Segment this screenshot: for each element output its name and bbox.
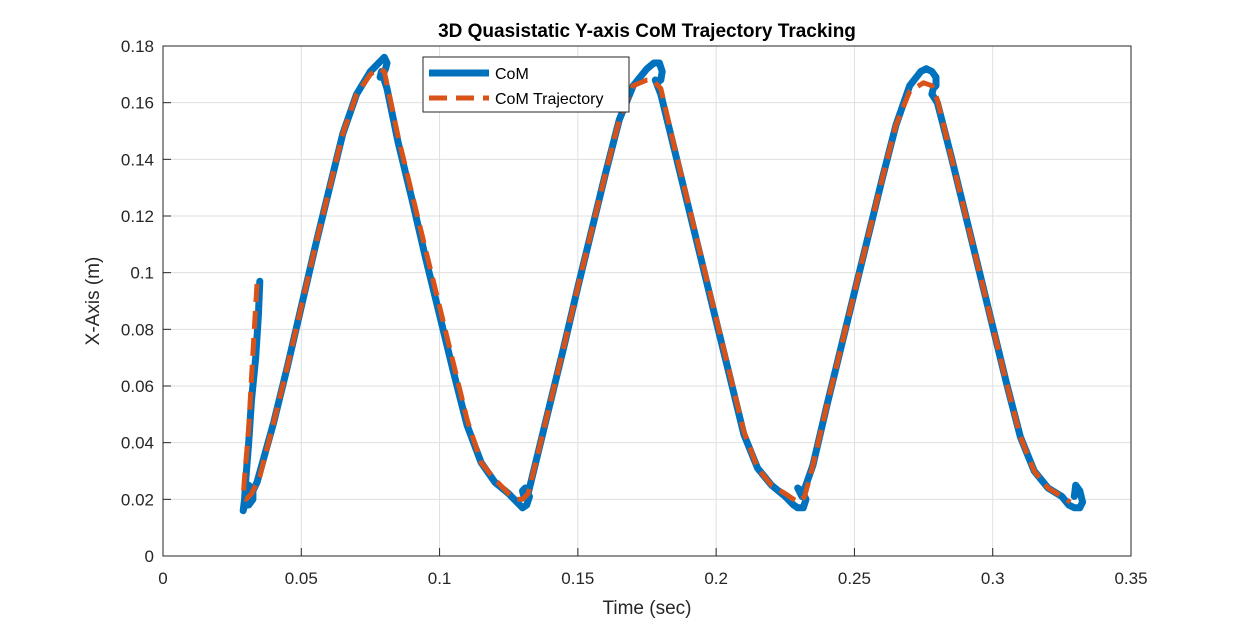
y-tick-label: 0.12 [121,207,154,226]
y-tick-label: 0.16 [121,94,154,113]
y-tick-label: 0.14 [121,150,154,169]
y-tick-label: 0.06 [121,377,154,396]
y-tick-label: 0.04 [121,434,154,453]
y-axis-label: X-Axis (m) [83,257,104,346]
legend-entry-com-trajectory: CoM Trajectory [495,91,603,108]
legend: CoM CoM Trajectory [422,56,630,113]
y-tick-label: 0.08 [121,320,154,339]
y-tick-label: 0.1 [130,264,154,283]
series-line-com-trajectory [240,66,1072,505]
y-tick-label: 0.02 [121,490,154,509]
ticks: 0 0.05 0.1 0.15 0.2 0.25 0.3 0.35 0 0.02 0.04 0.06 0… [121,37,1148,588]
y-tick-label: 0.18 [121,37,154,56]
x-tick-label: 0.1 [428,569,452,588]
x-tick-label: 0.25 [838,569,871,588]
x-tick-label: 0.2 [704,569,728,588]
x-tick-label: 0.35 [1114,569,1147,588]
y-tick-label: 0 [145,547,154,566]
x-tick-label: 0.05 [285,569,318,588]
x-tick-label: 0.15 [561,569,594,588]
legend-box [422,56,630,113]
chart-title: 3D Quasistatic Y-axis CoM Trajectory Tra… [438,21,856,42]
x-tick-label: 0.3 [981,569,1005,588]
x-axis-label: Time (sec) [602,598,691,619]
x-tick-label: 0 [158,569,167,588]
legend-entry-com: CoM [495,66,529,83]
plot-frame [162,45,1132,557]
